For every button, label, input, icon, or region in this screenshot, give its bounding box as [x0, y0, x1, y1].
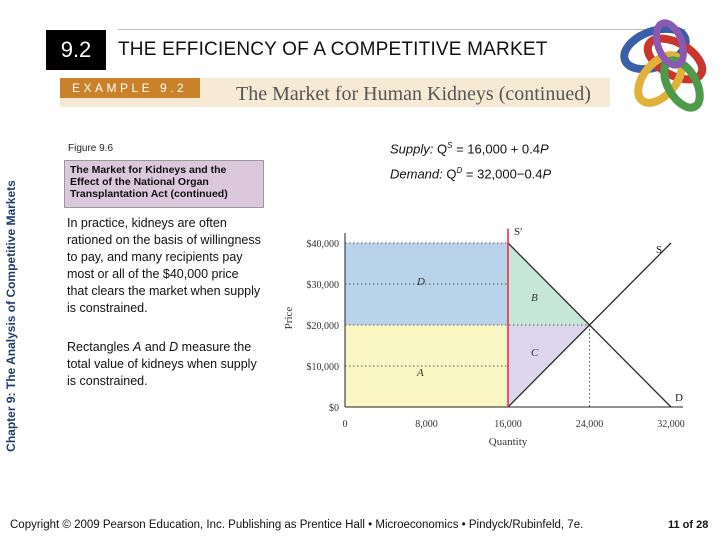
demand-label: Demand:	[390, 166, 443, 182]
page-number: 11 of 28	[668, 519, 709, 531]
supply-equation: Supply: QS = 16,000 + 0.4P	[390, 141, 549, 156]
supply-label: Supply:	[390, 141, 434, 157]
para2-suffix: measure the total value of kidneys when …	[67, 340, 257, 388]
y-tick-label: $40,000	[307, 239, 340, 250]
para2-a: A	[133, 340, 142, 354]
supply-sup: S	[447, 141, 453, 150]
example-tag: EXAMPLE 9.2	[60, 78, 200, 98]
section-number: 9.2	[60, 37, 92, 62]
copyright-footer: Copyright © 2009 Pearson Education, Inc.…	[10, 519, 584, 531]
rings-logo-icon	[620, 19, 707, 112]
y-tick-label: $20,000	[307, 321, 340, 332]
example-banner: EXAMPLE 9.2 The Market for Human Kidneys…	[60, 78, 610, 107]
para2-d: D	[169, 340, 179, 354]
supply-q: Q	[437, 141, 448, 157]
series-line-d	[507, 242, 672, 408]
series-label-s-prime: S′	[514, 226, 523, 238]
section-badge: 9.2	[46, 30, 106, 70]
paragraph-rationing: In practice, kidneys are often rationed …	[67, 216, 261, 315]
x-tick-label: 8,000	[415, 419, 438, 430]
x-tick-label: 0	[343, 419, 348, 430]
x-axis-title: Quantity	[489, 436, 528, 448]
demand-var: P	[542, 166, 552, 182]
demand-sup: D	[456, 166, 463, 175]
figure-label: Figure 9.6	[68, 143, 114, 154]
area-label-d: D	[416, 276, 425, 288]
page-title: THE EFFICIENCY OF A COMPETITIVE MARKET	[118, 39, 548, 60]
series-label-s: S	[656, 244, 662, 256]
area-label-b: B	[531, 292, 538, 304]
supply-var: P	[539, 141, 549, 157]
demand-rest: = 32,000−0.4	[462, 166, 543, 182]
x-tick-label: 16,000	[494, 419, 522, 430]
series-label-d: D	[675, 392, 683, 404]
y-tick-label: $0	[329, 403, 339, 414]
figure-caption: The Market for Kidneys and the Effect of…	[64, 160, 264, 208]
para2-prefix: Rectangles	[67, 340, 134, 354]
example-title: The Market for Human Kidneys (continued)	[236, 83, 591, 105]
supply-rest: = 16,000 + 0.4	[452, 141, 540, 157]
paragraph-rectangles: Rectangles A and D measure the total val…	[67, 339, 267, 390]
area-label-a: A	[416, 367, 424, 379]
header-rule	[118, 29, 686, 30]
area-label-c: C	[531, 347, 539, 359]
y-axis-title: Price	[283, 307, 295, 330]
y-tick-label: $30,000	[307, 280, 340, 291]
y-tick-label: $10,000	[307, 362, 340, 373]
x-tick-label: 24,000	[576, 419, 604, 430]
demand-q: Q	[446, 166, 457, 182]
x-tick-label: 32,000	[657, 419, 685, 430]
demand-equation: Demand: QD = 32,000−0.4P	[390, 166, 551, 181]
para2-mid: and	[141, 340, 170, 354]
